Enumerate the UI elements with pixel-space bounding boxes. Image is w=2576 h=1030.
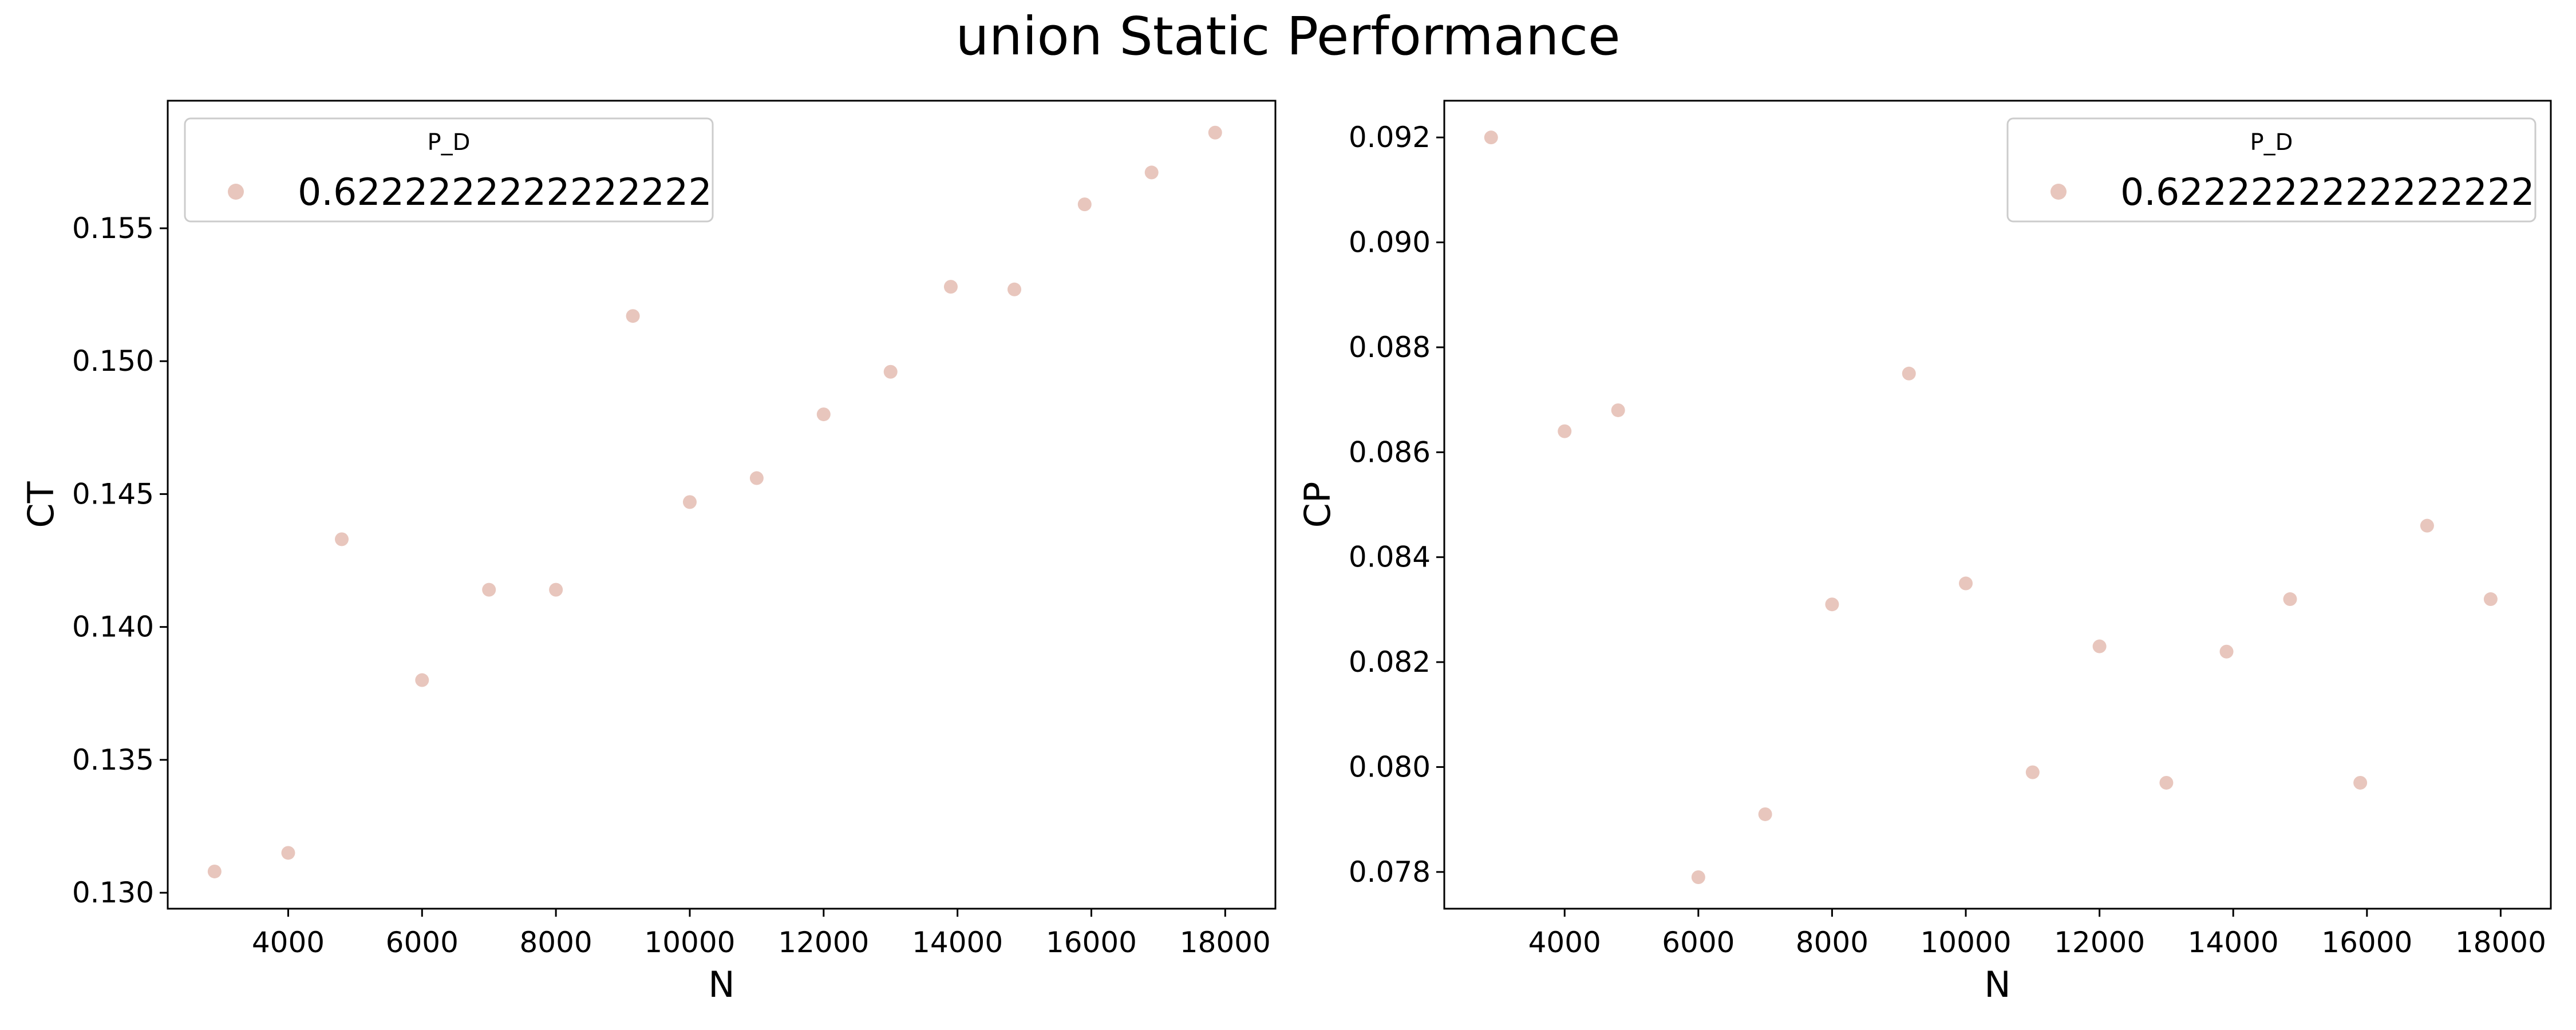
cp-legend-label: 0.6222222222222222 <box>2120 171 2535 214</box>
cp-y-tick-label: 0.092 <box>1349 121 1431 154</box>
cp-y-tick-label: 0.086 <box>1349 435 1431 469</box>
ct-x-axis-label: N <box>708 964 734 1005</box>
ct-data-point <box>1008 282 1022 296</box>
ct-y-tick-label: 0.135 <box>72 743 154 777</box>
ct-x-tick-label: 16000 <box>1046 926 1137 959</box>
cp-x-tick-label: 18000 <box>2455 926 2546 959</box>
cp-data-point <box>2420 518 2434 533</box>
cp-data-point <box>1959 576 1973 591</box>
ct-x-tick-label: 14000 <box>912 926 1003 959</box>
ct-legend-box <box>184 117 714 223</box>
cp-data-point <box>2219 644 2234 659</box>
cp-plot-frame <box>1443 100 2552 910</box>
ct-legend-label: 0.6222222222222222 <box>298 171 712 214</box>
ct-y-tick-label: 0.130 <box>72 876 154 909</box>
panel-ct: 4000 6000 8000 10000 12000 14000 16000 18000 0.… <box>20 100 1277 1005</box>
cp-data-point <box>2283 592 2297 607</box>
ct-y-tick-label: 0.140 <box>72 611 154 644</box>
ct-legend-title: P_D <box>428 129 471 156</box>
ct-data-point <box>415 673 429 687</box>
cp-data-point <box>1484 130 1498 145</box>
ct-data-point <box>281 846 295 860</box>
ct-y-tick-label: 0.155 <box>72 212 154 245</box>
cp-marks <box>1484 130 2498 884</box>
cp-y-tick-label: 0.084 <box>1349 541 1431 574</box>
ct-data-point <box>749 471 764 485</box>
cp-legend-marker <box>2050 184 2067 200</box>
cp-y-ticks: 0.078 0.080 0.082 0.084 0.086 0.088 0.090 0.092 <box>1349 121 1444 889</box>
ct-data-point <box>682 495 697 509</box>
ct-data-point <box>1144 165 1159 180</box>
cp-data-point <box>2159 775 2174 790</box>
cp-y-tick-label: 0.088 <box>1349 331 1431 364</box>
ct-x-tick-label: 6000 <box>386 926 459 959</box>
cp-x-axis-label: N <box>1984 964 2010 1005</box>
cp-legend-box <box>2006 117 2537 223</box>
ct-marks <box>207 125 1222 878</box>
ct-x-tick-label: 8000 <box>520 926 592 959</box>
cp-x-tick-label: 4000 <box>1528 926 1601 959</box>
ct-data-point <box>207 864 222 878</box>
figure-title: union Static Performance <box>955 6 1620 67</box>
cp-data-point <box>2025 765 2040 779</box>
ct-y-ticks: 0.130 0.135 0.140 0.145 0.150 0.155 <box>72 212 168 909</box>
ct-legend-marker <box>228 184 244 200</box>
cp-y-tick-label: 0.080 <box>1349 750 1431 783</box>
cp-x-tick-label: 10000 <box>1920 926 2011 959</box>
ct-data-point <box>883 365 898 379</box>
ct-data-point <box>334 532 349 546</box>
ct-data-point <box>943 280 958 294</box>
cp-x-tick-label: 12000 <box>2054 926 2145 959</box>
cp-data-point <box>1558 424 1572 438</box>
cp-data-point <box>1691 870 1705 884</box>
panel-cp: 4000 6000 8000 10000 12000 14000 16000 18000 0.… <box>1297 100 2552 1005</box>
cp-x-tick-label: 6000 <box>1662 926 1735 959</box>
ct-data-point <box>482 583 496 597</box>
cp-x-tick-label: 8000 <box>1796 926 1868 959</box>
cp-x-tick-label: 14000 <box>2188 926 2279 959</box>
cp-data-point <box>2483 592 2498 607</box>
cp-y-axis-label: CP <box>1297 482 1338 528</box>
ct-y-tick-label: 0.150 <box>72 344 154 378</box>
cp-y-tick-label: 0.082 <box>1349 645 1431 679</box>
ct-x-ticks: 4000 6000 8000 10000 12000 14000 16000 18000 <box>252 909 1271 959</box>
ct-y-axis-label: CT <box>20 481 62 528</box>
ct-x-tick-label: 18000 <box>1180 926 1271 959</box>
cp-y-tick-label: 0.090 <box>1349 226 1431 259</box>
ct-plot-frame <box>167 100 1277 910</box>
cp-data-point <box>1902 366 1916 381</box>
cp-data-point <box>1611 403 1625 417</box>
ct-x-tick-label: 12000 <box>778 926 869 959</box>
cp-data-point <box>2353 775 2368 790</box>
ct-x-tick-label: 4000 <box>252 926 325 959</box>
ct-legend: P_D 0.6222222222222222 <box>184 117 714 223</box>
ct-data-point <box>816 407 831 422</box>
ct-x-tick-label: 10000 <box>644 926 735 959</box>
cp-x-tick-label: 16000 <box>2321 926 2412 959</box>
cp-data-point <box>2092 639 2107 653</box>
ct-data-point <box>549 583 563 597</box>
cp-legend: P_D 0.6222222222222222 <box>2006 117 2537 223</box>
cp-x-ticks: 4000 6000 8000 10000 12000 14000 16000 18000 <box>1528 909 2546 959</box>
cp-data-point <box>1758 807 1772 821</box>
ct-data-point <box>1077 197 1092 212</box>
ct-data-point <box>626 309 640 323</box>
cp-y-tick-label: 0.078 <box>1349 855 1431 889</box>
ct-y-tick-label: 0.145 <box>72 477 154 510</box>
cp-legend-title: P_D <box>2250 129 2293 156</box>
ct-data-point <box>1208 125 1222 140</box>
cp-data-point <box>1825 597 1839 612</box>
